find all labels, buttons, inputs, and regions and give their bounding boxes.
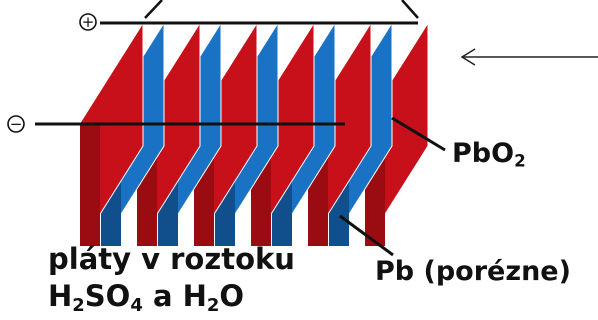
positive-connector (144, 0, 163, 19)
positive-sign: + (82, 13, 95, 31)
electrolyte-label: H2SO4 a H2O (48, 279, 245, 317)
pbo2-leader-line (391, 116, 446, 152)
positive-terminal-icon (79, 13, 97, 31)
negative-terminal-icon (7, 115, 25, 133)
plates-in-solution-label: pláty v roztoku (48, 242, 295, 276)
pbo2-label: PbO2 (452, 138, 526, 171)
left-arrow-icon (460, 48, 598, 66)
pb-leader-line (339, 214, 394, 257)
electrode-plates (79, 21, 429, 248)
pb-porous-label: Pb (porézne) (375, 256, 571, 287)
negative-sign: − (10, 115, 23, 133)
positive-connector-right (401, 0, 419, 19)
pbo2-plate-edge (80, 123, 100, 246)
